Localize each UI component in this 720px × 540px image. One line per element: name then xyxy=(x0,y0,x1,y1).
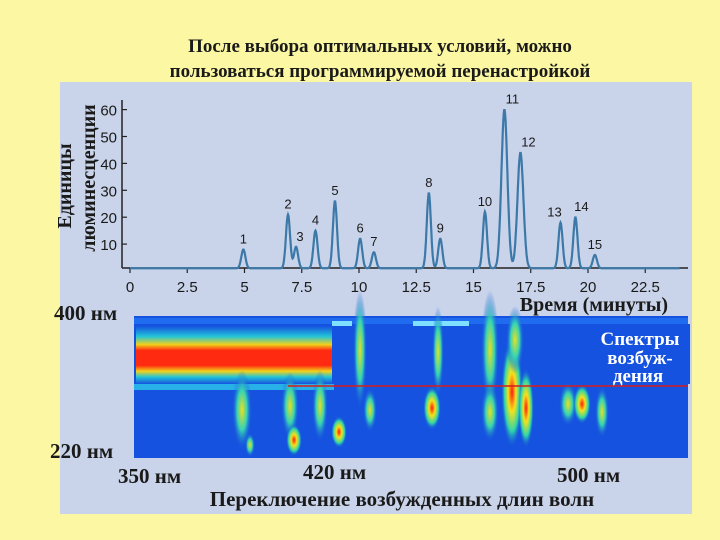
peak-label-15: 15 xyxy=(588,237,602,252)
heatmap-spot xyxy=(481,382,499,442)
peak-label-12: 12 xyxy=(521,135,535,150)
heatmap-red-band xyxy=(136,326,332,384)
peak-label-5: 5 xyxy=(331,183,338,198)
peak-label-3: 3 xyxy=(296,229,303,244)
heatmap-spot xyxy=(353,290,367,410)
heatmap-legend-line-2: возбуж- xyxy=(607,348,672,369)
x-ticks: 0 2.5 5 7.5 10 12.5 15 17.5 20 22.5 xyxy=(126,268,660,296)
x-tick-label: 15 xyxy=(465,279,482,296)
y-tick-label: 50 xyxy=(100,130,117,147)
y-ticks: 10 20 30 40 50 60 xyxy=(100,103,127,254)
title-line-2: пользоваться программируемой перенастрой… xyxy=(169,61,591,82)
peak-label-10: 10 xyxy=(478,194,492,209)
heatmap-legend-line-1: Спектры xyxy=(600,329,679,350)
x-tick-label: 17.5 xyxy=(516,279,545,296)
x-axis-label: Время (минуты) xyxy=(520,294,668,316)
x-tick-label: 0 xyxy=(126,279,134,296)
peak-label-8: 8 xyxy=(425,175,432,190)
heatmap-spot xyxy=(559,382,577,426)
x-tick-label: 10 xyxy=(351,279,368,296)
heatmap-x-label-500: 500 нм xyxy=(557,463,620,487)
heatmap-spot xyxy=(481,290,499,410)
peak-label-9: 9 xyxy=(437,221,444,236)
heatmap-spots xyxy=(232,290,619,457)
y-tick-label: 30 xyxy=(100,183,117,200)
y-axis-label-line-1: Единицы xyxy=(54,143,76,229)
excitation-heatmap: Спектры возбуж- дения 400 нм 220 нм 350 … xyxy=(50,290,690,511)
x-tick-label: 5 xyxy=(240,279,248,296)
peak-label-4: 4 xyxy=(312,213,319,228)
peak-label-13: 13 xyxy=(547,205,561,220)
y-axis-label-line-2: люминесценции xyxy=(78,104,100,251)
heatmap-low-band xyxy=(134,318,688,324)
heatmap-top-label: 400 нм xyxy=(54,301,117,325)
y-tick-label: 40 xyxy=(100,156,117,173)
title-line-1: После выбора оптимальных условий, можно xyxy=(188,36,572,57)
x-tick-label: 7.5 xyxy=(291,279,312,296)
heatmap-spot xyxy=(232,370,252,450)
heatmap-bottom-label: 220 нм xyxy=(50,439,113,463)
x-tick-label: 20 xyxy=(580,279,597,296)
chromatogram-trace xyxy=(130,109,680,270)
heatmap-spot xyxy=(573,384,591,424)
peak-label-6: 6 xyxy=(357,221,364,236)
x-tick-label: 2.5 xyxy=(177,279,198,296)
heatmap-legend-line-3: дения xyxy=(613,366,663,387)
peak-label-7: 7 xyxy=(370,234,377,249)
heatmap-spot xyxy=(506,306,524,374)
peak-label-11: 11 xyxy=(506,92,520,107)
heatmap-spot xyxy=(286,424,302,456)
x-tick-label: 22.5 xyxy=(631,279,660,296)
heatmap-spot xyxy=(518,368,534,448)
heatmap-x-axis-title: Переключение возбужденных длин волн xyxy=(210,487,594,511)
heatmap-spot xyxy=(595,386,609,438)
heatmap-spot xyxy=(245,433,255,457)
peak-label-1: 1 xyxy=(240,231,247,246)
heatmap-x-label-350: 350 нм xyxy=(118,464,181,488)
heatmap-top-marker-1 xyxy=(332,321,352,326)
peak-label-2: 2 xyxy=(284,197,291,212)
y-tick-label: 10 xyxy=(100,237,117,254)
heatmap-spot xyxy=(312,370,328,442)
heatmap-spot xyxy=(363,388,377,432)
slide-title: После выбора оптимальных условий, можно … xyxy=(80,34,680,84)
heatmap-spot xyxy=(423,386,441,430)
heatmap-spot xyxy=(281,372,299,440)
peak-label-14: 14 xyxy=(574,199,588,214)
y-tick-label: 60 xyxy=(100,103,117,120)
heatmap-spot xyxy=(331,416,347,448)
heatmap-spot xyxy=(432,306,444,398)
x-tick-label: 12.5 xyxy=(402,279,431,296)
heatmap-x-label-420: 420 нм xyxy=(303,460,366,484)
y-tick-label: 20 xyxy=(100,210,117,227)
heatmap-legend-box xyxy=(596,324,690,384)
